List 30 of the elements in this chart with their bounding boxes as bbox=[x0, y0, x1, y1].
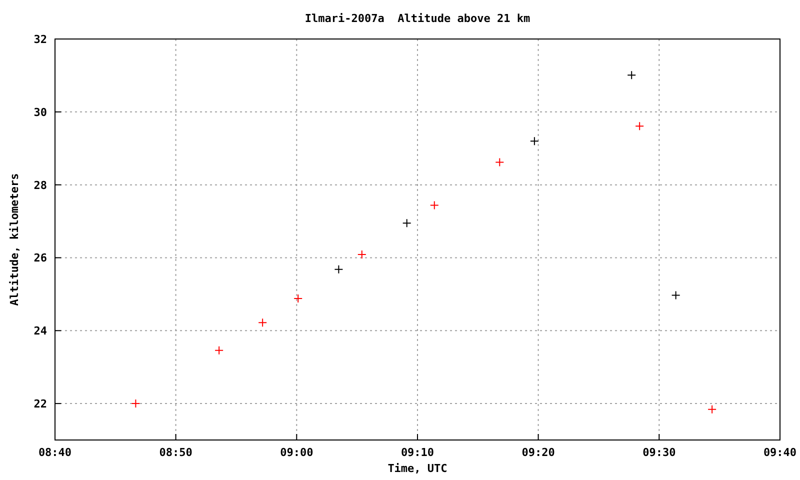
point bbox=[402, 218, 412, 228]
y-tick-label: 22 bbox=[34, 398, 47, 411]
point bbox=[430, 200, 439, 210]
y-tick-label: 32 bbox=[34, 33, 47, 46]
point bbox=[357, 250, 366, 259]
chart-title: Ilmari-2007a Altitude above 21 km bbox=[304, 12, 530, 25]
x-tick-label: 09:20 bbox=[522, 446, 555, 459]
point bbox=[530, 136, 539, 146]
point bbox=[627, 70, 636, 80]
point bbox=[671, 290, 680, 300]
x-axis-title: Time, UTC bbox=[388, 462, 448, 475]
y-tick-label: 26 bbox=[34, 252, 48, 265]
x-tick-label: 08:50 bbox=[159, 446, 192, 459]
point bbox=[495, 158, 504, 167]
point bbox=[131, 399, 140, 408]
y-tick-label: 30 bbox=[34, 106, 47, 119]
x-tick-label: 09:40 bbox=[763, 446, 797, 459]
point bbox=[214, 346, 224, 355]
y-tick-label: 24 bbox=[34, 324, 48, 338]
x-tick-label: 09:00 bbox=[280, 446, 314, 459]
y-tick-label: 28 bbox=[34, 178, 47, 192]
point bbox=[708, 404, 717, 414]
point bbox=[635, 122, 644, 131]
point bbox=[294, 294, 303, 304]
x-tick-label: 09:30 bbox=[642, 446, 676, 459]
x-tick-label: 08:40 bbox=[38, 446, 72, 459]
x-tick-label: 09:10 bbox=[400, 446, 434, 459]
y-axis-title: Altitude, kilometers bbox=[8, 173, 21, 306]
point bbox=[334, 264, 344, 274]
point bbox=[258, 318, 268, 328]
